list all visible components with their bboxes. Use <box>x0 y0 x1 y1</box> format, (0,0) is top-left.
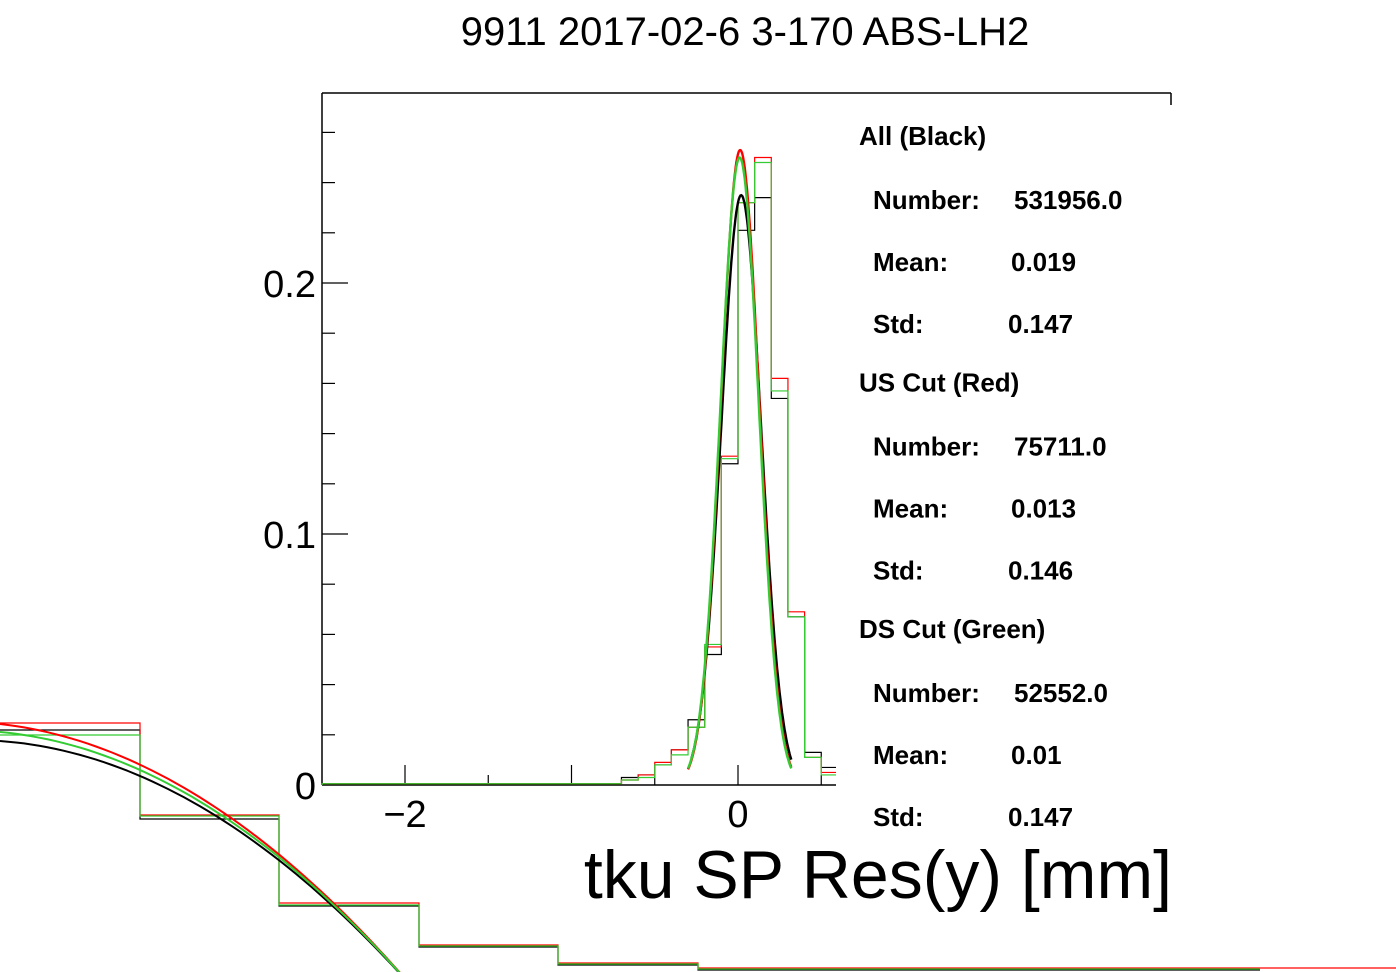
stats-mean-label: Mean: <box>873 494 948 524</box>
fit-curve-series-2 <box>686 156 793 769</box>
stats-std-value: 0.147 <box>1008 309 1073 339</box>
stats-mean-label: Mean: <box>873 740 948 770</box>
stats-title: All (Black) <box>859 121 986 151</box>
histogram-layer <box>321 156 836 785</box>
stray-histogram-2 <box>0 734 1260 970</box>
x-tick-label: 0 <box>727 794 748 836</box>
stats-title: DS Cut (Green) <box>859 614 1045 644</box>
stats-number-value: 52552.0 <box>1014 678 1108 708</box>
y-tick-label: 0.1 <box>263 515 316 557</box>
chart-title: 9911 2017-02-6 3-170 ABS-LH2 <box>461 10 1030 54</box>
stats-number-value: 531956.0 <box>1014 185 1122 215</box>
stats-std-label: Std: <box>873 802 924 832</box>
histogram-series-2 <box>321 161 836 785</box>
stats-std-value: 0.147 <box>1008 802 1073 832</box>
plot-frame: 0 0.1 0.2 −2 0 <box>263 92 1172 836</box>
x-tick-label: −2 <box>383 794 426 836</box>
stray-curve-1 <box>0 723 401 972</box>
stats-std-label: Std: <box>873 309 924 339</box>
x-axis-label: tku SP Res(y) [mm] <box>584 837 1172 913</box>
stats-number-label: Number: <box>873 185 980 215</box>
stats-number-label: Number: <box>873 678 980 708</box>
stats-number-label: Number: <box>873 432 980 462</box>
stats-number-value: 75711.0 <box>1014 432 1107 462</box>
stats-mean-value: 0.019 <box>1011 247 1076 277</box>
y-tick-label: 0 <box>295 766 316 808</box>
stats-box: All (Black) Number: 531956.0 Mean: 0.019 Std:… <box>859 121 1122 832</box>
stats-std-value: 0.146 <box>1008 556 1073 586</box>
y-tick-label: 0.2 <box>263 264 316 306</box>
histogram-series-1 <box>321 156 836 785</box>
stats-std-label: Std: <box>873 556 924 586</box>
stats-title: US Cut (Red) <box>859 368 1019 398</box>
stats-mean-value: 0.013 <box>1011 494 1076 524</box>
stats-mean-value: 0.01 <box>1011 740 1062 770</box>
stats-mean-label: Mean: <box>873 247 948 277</box>
stray-overflow-layer <box>0 722 1396 972</box>
fit-layer <box>686 148 793 770</box>
histogram-series-0 <box>321 197 836 785</box>
stray-curve-2 <box>0 731 401 972</box>
